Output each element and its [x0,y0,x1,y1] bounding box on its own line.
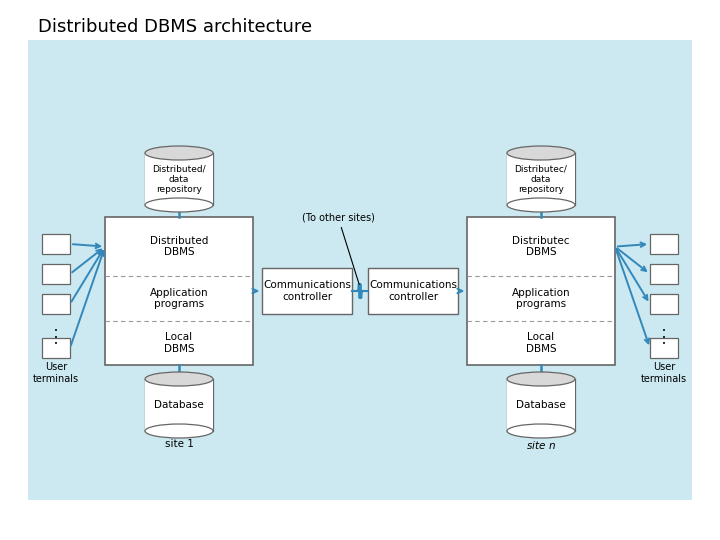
Text: Application
programs: Application programs [150,288,208,309]
Ellipse shape [145,146,213,160]
Text: Communications
controller: Communications controller [263,280,351,302]
Text: site 1: site 1 [165,439,194,449]
Bar [650,234,678,254]
Text: •
•
•: • • • [54,328,58,347]
Ellipse shape [145,198,213,212]
Ellipse shape [145,424,213,438]
Text: Distributed DBMS architecture: Distributed DBMS architecture [38,18,312,36]
Bar [105,217,253,365]
Bar [262,268,352,314]
Bar [28,40,692,500]
Bar [42,294,70,314]
Ellipse shape [507,198,575,212]
Bar [467,217,615,365]
Text: Database: Database [154,400,204,410]
Ellipse shape [507,146,575,160]
Text: Distributed/
data
repository: Distributed/ data repository [152,164,206,194]
Bar [650,264,678,284]
Text: Communications
controller: Communications controller [369,280,457,302]
Text: Database: Database [516,400,566,410]
Bar [368,268,458,314]
Text: Distributed
DBMS: Distributed DBMS [150,236,208,258]
Bar [42,234,70,254]
Bar [650,338,678,358]
Ellipse shape [507,424,575,438]
Text: Distributec/
data
repository: Distributec/ data repository [515,164,567,194]
Text: Local
DBMS: Local DBMS [526,332,557,354]
Text: Local
DBMS: Local DBMS [163,332,194,354]
Text: User
terminals: User terminals [641,362,687,383]
Text: •
•
•: • • • [662,328,666,347]
Bar [507,153,575,205]
Text: site $n$: site $n$ [526,439,556,451]
Text: (To other sites): (To other sites) [302,212,374,285]
Ellipse shape [145,372,213,386]
Bar [650,294,678,314]
Bar [42,338,70,358]
Bar [145,153,213,205]
Text: User
terminals: User terminals [33,362,79,383]
Bar [145,379,213,431]
Bar [42,264,70,284]
Text: Application
programs: Application programs [512,288,570,309]
Text: Distributec
DBMS: Distributec DBMS [512,236,570,258]
Ellipse shape [507,372,575,386]
Bar [507,379,575,431]
